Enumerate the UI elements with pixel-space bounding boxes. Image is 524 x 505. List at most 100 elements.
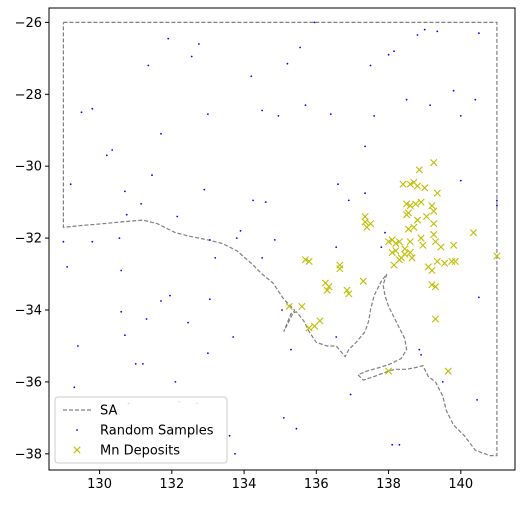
mn-deposit-marker [431,283,440,291]
random-sample-point [145,318,148,320]
random-sample-point [80,111,83,114]
random-sample-point [387,53,390,56]
random-sample-point [124,190,126,193]
mn-deposit-marker [404,209,413,217]
random-sample-point [364,192,366,195]
random-sample-point [198,43,200,45]
random-sample-point [77,345,79,347]
mn-deposit-marker [388,248,396,257]
random-sample-point [73,386,76,389]
random-sample-point [234,452,236,455]
random-sample-point [405,98,408,101]
random-sample-point [349,393,352,396]
random-sample-point [393,50,395,52]
mn-deposit-marker [401,250,409,258]
mn-deposit-marker [384,238,393,246]
random-sample-point [391,443,394,446]
random-sample-point [369,64,372,67]
mn-deposit-marker [323,286,331,294]
random-sample-point [329,113,332,115]
random-sample-point [140,203,143,205]
random-sample-point [335,336,338,338]
axes-layer: 130 132 134 136 138 140 −26 −28 −30 −32 −34 −36 −38 [15,7,516,492]
random-sample-point [261,109,263,112]
y-tick-label: −34 [15,304,42,319]
mn-deposit-marker [316,317,324,325]
random-sample-point [299,46,301,49]
random-sample-point [167,37,170,40]
random-sample-point [62,240,65,243]
mn-deposit-marker [406,248,414,257]
mn-deposit-marker [401,245,409,253]
random-sample-point [134,363,137,365]
plot-frame [48,7,516,471]
random-sample-point [304,104,307,106]
mn-deposit-marker [408,254,416,262]
legend: SA Random Samples Mn Deposits [54,396,228,464]
x-tick-label: 130 [87,477,112,492]
random-sample-point [478,32,480,35]
mn-deposit-marker [384,367,393,375]
x-tick-label: 132 [159,477,184,492]
mn-deposit-marker [345,290,353,298]
random-sample-point [459,179,462,182]
random-sample-point [436,30,439,33]
random-sample-point [384,231,386,234]
mn-deposit-marker [325,283,333,291]
mn-deposit-marker [469,229,478,237]
mn-deposit-marker [336,261,344,269]
random-sample-point [69,183,72,186]
random-sample-point [277,115,280,117]
mn-deposit-marker [413,216,422,224]
random-sample-point [441,381,444,383]
mn-deposit-marker [404,225,413,233]
mn-deposit-marker [392,247,400,255]
mn-deposit-marker [392,239,400,248]
random-sample-point [120,310,123,313]
legend-entry: SA [63,404,117,419]
sa-boundary-line [62,21,498,457]
random-sample-point [364,145,366,148]
random-sample-point [239,230,242,232]
random-sample-point [429,104,431,106]
random-sample-point [111,149,114,151]
random-sample-point [478,296,480,299]
mn-deposit-marker [493,252,501,260]
legend-label: Random Samples [100,424,214,439]
mn-deposit-marker [448,257,456,266]
random-sample-point [118,237,121,240]
mn-deposit-marker [433,257,441,266]
random-sample-point [476,399,478,401]
mn-deposit-marker [406,202,414,210]
legend-label: Mn Deposits [100,444,180,459]
random-sample-point [337,183,339,186]
mn-deposit-marker [433,189,441,197]
mn-deposit-marker [305,257,313,266]
mn-deposit-marker [437,243,445,251]
mn-deposit-marker [301,256,310,264]
mn-deposit-marker [417,198,425,206]
mn-deposit-marker [440,259,449,267]
random-sample-point [282,417,285,419]
random-sample-point [203,188,206,191]
random-sample-point [142,363,144,365]
random-sample-point [176,215,179,218]
mn-deposit-marker [406,238,414,246]
random-sample-point [416,34,419,36]
mn-deposit-marker [403,200,411,208]
random-sample-point [207,113,209,115]
random-sample-point [496,199,498,202]
mn-deposit-marker [412,200,420,208]
mn-deposit-marker [428,202,436,210]
random-sample-point [66,266,68,268]
mn-deposit-marker [310,322,319,330]
random-sample-point [91,240,94,243]
random-sample-point [214,257,217,259]
random-sample-point [187,321,190,324]
random-sample-point [281,309,283,311]
random-sample-point [418,348,421,351]
random-sample-point [208,239,211,241]
mn-deposit-marker [430,207,438,215]
mn-deposit-marker [285,302,293,311]
